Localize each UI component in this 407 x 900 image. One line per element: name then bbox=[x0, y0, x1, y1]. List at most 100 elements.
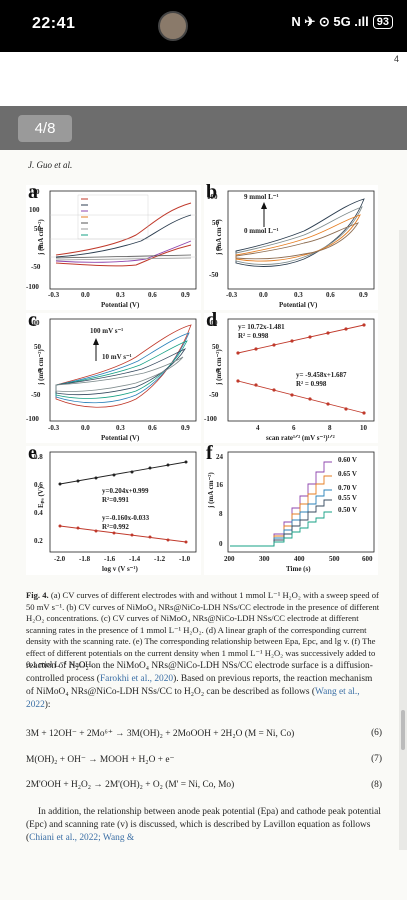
equation-text: M(OH)₂ + OH⁻ → MOOH + H₂O + e⁻ bbox=[26, 755, 175, 765]
panel-a-ytick: -50 bbox=[31, 263, 41, 271]
panel-f-xtick: 200 bbox=[224, 555, 235, 563]
panel-a-xtick: 0.3 bbox=[116, 291, 125, 299]
panel-b-annotation: 0 mmol L⁻¹ bbox=[244, 227, 279, 235]
panel-d-r2: R² = 0.998 bbox=[238, 332, 269, 340]
panel-b: b 9 mmol L⁻¹ 0 mmol L⁻¹ 100 50 0 -50 -0.… bbox=[204, 181, 378, 310]
panel-d-ytick: -50 bbox=[209, 391, 219, 399]
panel-d-ylabel: j (mA cm⁻²) bbox=[215, 349, 223, 386]
equation-text: 3M + 12OH⁻ + 2Mo⁶⁺ → 3M(OH)₂ + 2MoOOH + … bbox=[26, 729, 295, 739]
panel-e-xtick: -1.4 bbox=[129, 555, 141, 563]
figure-4: a 150 100 50 0 -50 bbox=[26, 181, 378, 575]
panel-d: d y= 10.72x-1.481 R² = 0.998 y= -9.458x+… bbox=[204, 309, 378, 443]
panel-c-xlabel: Potential (V) bbox=[101, 434, 140, 442]
scroll-thumb[interactable] bbox=[401, 710, 405, 750]
panel-b-ytick: -50 bbox=[209, 271, 219, 279]
status-time: 22:41 bbox=[32, 15, 76, 32]
panel-a-xlabel: Potential (V) bbox=[101, 301, 140, 309]
panel-d-equation: y= -9.458x+1.687 bbox=[296, 371, 347, 379]
page-counter-badge[interactable]: 4/8 bbox=[18, 115, 72, 142]
panel-e-ytick: 0.8 bbox=[34, 453, 43, 461]
equation-number: (6) bbox=[371, 728, 382, 738]
status-icons-text: N ✈ ⊙ 5G .ıll bbox=[291, 14, 369, 29]
body-text: ). Based on previous reports, the reacti… bbox=[26, 674, 373, 697]
panel-f-legend-item: 0.50 V bbox=[338, 506, 357, 514]
panel-f: f 0.60 V 0.65 V 0.70 V 0.55 V 0.50 V 24 … bbox=[204, 442, 378, 575]
citation-link[interactable]: Wang et al., 2022 bbox=[26, 687, 360, 710]
panel-e-xtick: -2.0 bbox=[54, 555, 66, 563]
panel-c-annotation: 100 mV s⁻¹ bbox=[90, 327, 123, 335]
panel-b-ytick: 50 bbox=[212, 219, 220, 227]
scroll-track[interactable] bbox=[399, 230, 407, 850]
panel-a-xtick: 0.9 bbox=[181, 291, 190, 299]
panel-d-label: d bbox=[206, 309, 218, 331]
panel-d-equation: y= 10.72x-1.481 bbox=[238, 323, 285, 331]
panel-f-xtick: 400 bbox=[294, 555, 305, 563]
panel-f-legend-item: 0.55 V bbox=[338, 494, 357, 502]
panel-e-xlabel: log v (V s⁻¹) bbox=[102, 565, 138, 573]
panel-d-xlabel: scan rate¹ᐟ² (mV s⁻¹)¹ᐟ² bbox=[266, 434, 335, 442]
panel-c-ytick: 0 bbox=[38, 367, 42, 375]
panel-c-xtick: 0.6 bbox=[148, 424, 157, 432]
panel-e-r2: R²=0.991 bbox=[102, 496, 129, 504]
panel-c-xtick: 0.9 bbox=[181, 424, 190, 432]
panel-b-ytick: 0 bbox=[216, 245, 220, 253]
panel-f-ytick: 8 bbox=[219, 510, 223, 518]
body-paragraph-1: reaction of H₂O₂ on the NiMoO₄ NRs@NiCo-… bbox=[26, 660, 382, 712]
panel-a-ytick: -100 bbox=[26, 283, 39, 291]
equation-8: 2M'OOH + H₂O₂ → 2M'(OH)₂ + O₂ (M' = Ni, … bbox=[26, 780, 382, 790]
panel-d-ytick: -100 bbox=[204, 415, 217, 423]
caption-lead: Fig. 4. bbox=[26, 590, 49, 600]
panel-a-ytick: 0 bbox=[38, 244, 42, 252]
panel-e-xtick: -1.6 bbox=[104, 555, 116, 563]
panel-d-xtick: 8 bbox=[328, 424, 332, 432]
panel-f-ylabel: j (mA cm⁻²) bbox=[207, 472, 215, 509]
equation-number: (8) bbox=[371, 780, 382, 790]
panel-e-xtick: -1.2 bbox=[154, 555, 166, 563]
panel-b-annotation: 9 mmol L⁻¹ bbox=[244, 193, 279, 201]
panel-c-ytick: 50 bbox=[34, 343, 42, 351]
citation-link[interactable]: Farokhi et al., 2020 bbox=[99, 674, 174, 684]
notification-avatar-icon bbox=[158, 11, 188, 41]
panel-e-ytick: 0.2 bbox=[34, 537, 43, 545]
panel-e: e y=0.204x+0.999 R²=0.991 y=-0.160x-0.03… bbox=[26, 442, 201, 575]
page-counter-bar: 4/8 bbox=[0, 106, 407, 150]
panel-b-xtick: 0.9 bbox=[359, 291, 368, 299]
panel-a: a 150 100 50 0 -50 bbox=[26, 181, 201, 310]
panel-c: c 100 mV s⁻¹ 10 mV s⁻¹ 100 50 0 -50 -100… bbox=[26, 309, 201, 443]
panel-a-chart: 150 100 50 0 -50 -100 -0.3 0.0 0.3 0.6 0… bbox=[26, 188, 197, 309]
page-corner-number: 4 bbox=[393, 54, 399, 64]
panel-f-xtick: 500 bbox=[329, 555, 340, 563]
panel-d-r2: R² = 0.998 bbox=[296, 380, 327, 388]
panel-f-legend-item: 0.70 V bbox=[338, 484, 357, 492]
panel-d-chart: y= 10.72x-1.481 R² = 0.998 y= -9.458x+1.… bbox=[204, 318, 375, 442]
panel-e-chart: y=0.204x+0.999 R²=0.991 y=-0.160x-0.033 … bbox=[34, 451, 197, 573]
panel-f-label: f bbox=[206, 442, 213, 464]
panel-b-chart: 9 mmol L⁻¹ 0 mmol L⁻¹ 100 50 0 -50 -0.3 … bbox=[207, 190, 375, 309]
equation-number: (7) bbox=[371, 754, 382, 764]
panel-f-ytick: 16 bbox=[216, 481, 224, 489]
panel-b-xtick: 0.6 bbox=[326, 291, 335, 299]
battery-icon: 93 bbox=[372, 15, 393, 29]
panel-d-ytick: 50 bbox=[212, 343, 220, 351]
panel-e-xtick: -1.8 bbox=[79, 555, 91, 563]
panel-d-ytick: 100 bbox=[207, 319, 218, 327]
panel-f-xtick: 300 bbox=[259, 555, 270, 563]
panel-b-xtick: 0.0 bbox=[259, 291, 268, 299]
panel-f-chart: 0.60 V 0.65 V 0.70 V 0.55 V 0.50 V 24 16… bbox=[207, 451, 375, 573]
panel-f-xtick: 600 bbox=[362, 555, 373, 563]
panel-f-ytick: 24 bbox=[216, 453, 224, 461]
panel-c-chart: 100 mV s⁻¹ 10 mV s⁻¹ 100 50 0 -50 -100 -… bbox=[26, 318, 197, 442]
document-page[interactable]: J. Guo et al. a 150 10 bbox=[0, 150, 407, 900]
panel-f-legend-item: 0.65 V bbox=[338, 470, 357, 478]
status-bar: 22:41 N ✈ ⊙ 5G .ıll 93 bbox=[0, 0, 407, 52]
panel-d-xtick: 10 bbox=[360, 424, 368, 432]
panel-e-label: e bbox=[28, 442, 37, 464]
panel-c-xtick: -0.3 bbox=[48, 424, 60, 432]
panel-c-xtick: 0.0 bbox=[81, 424, 90, 432]
panel-f-xlabel: Time (s) bbox=[286, 565, 311, 573]
body-paragraph-2: In addition, the relationship between an… bbox=[26, 806, 382, 845]
panel-d-xtick: 6 bbox=[292, 424, 296, 432]
panel-a-ytick: 150 bbox=[29, 188, 40, 196]
panel-b-ytick: 100 bbox=[207, 193, 218, 201]
citation-link[interactable]: Chiani et al., 2022; Wang & bbox=[29, 833, 135, 843]
